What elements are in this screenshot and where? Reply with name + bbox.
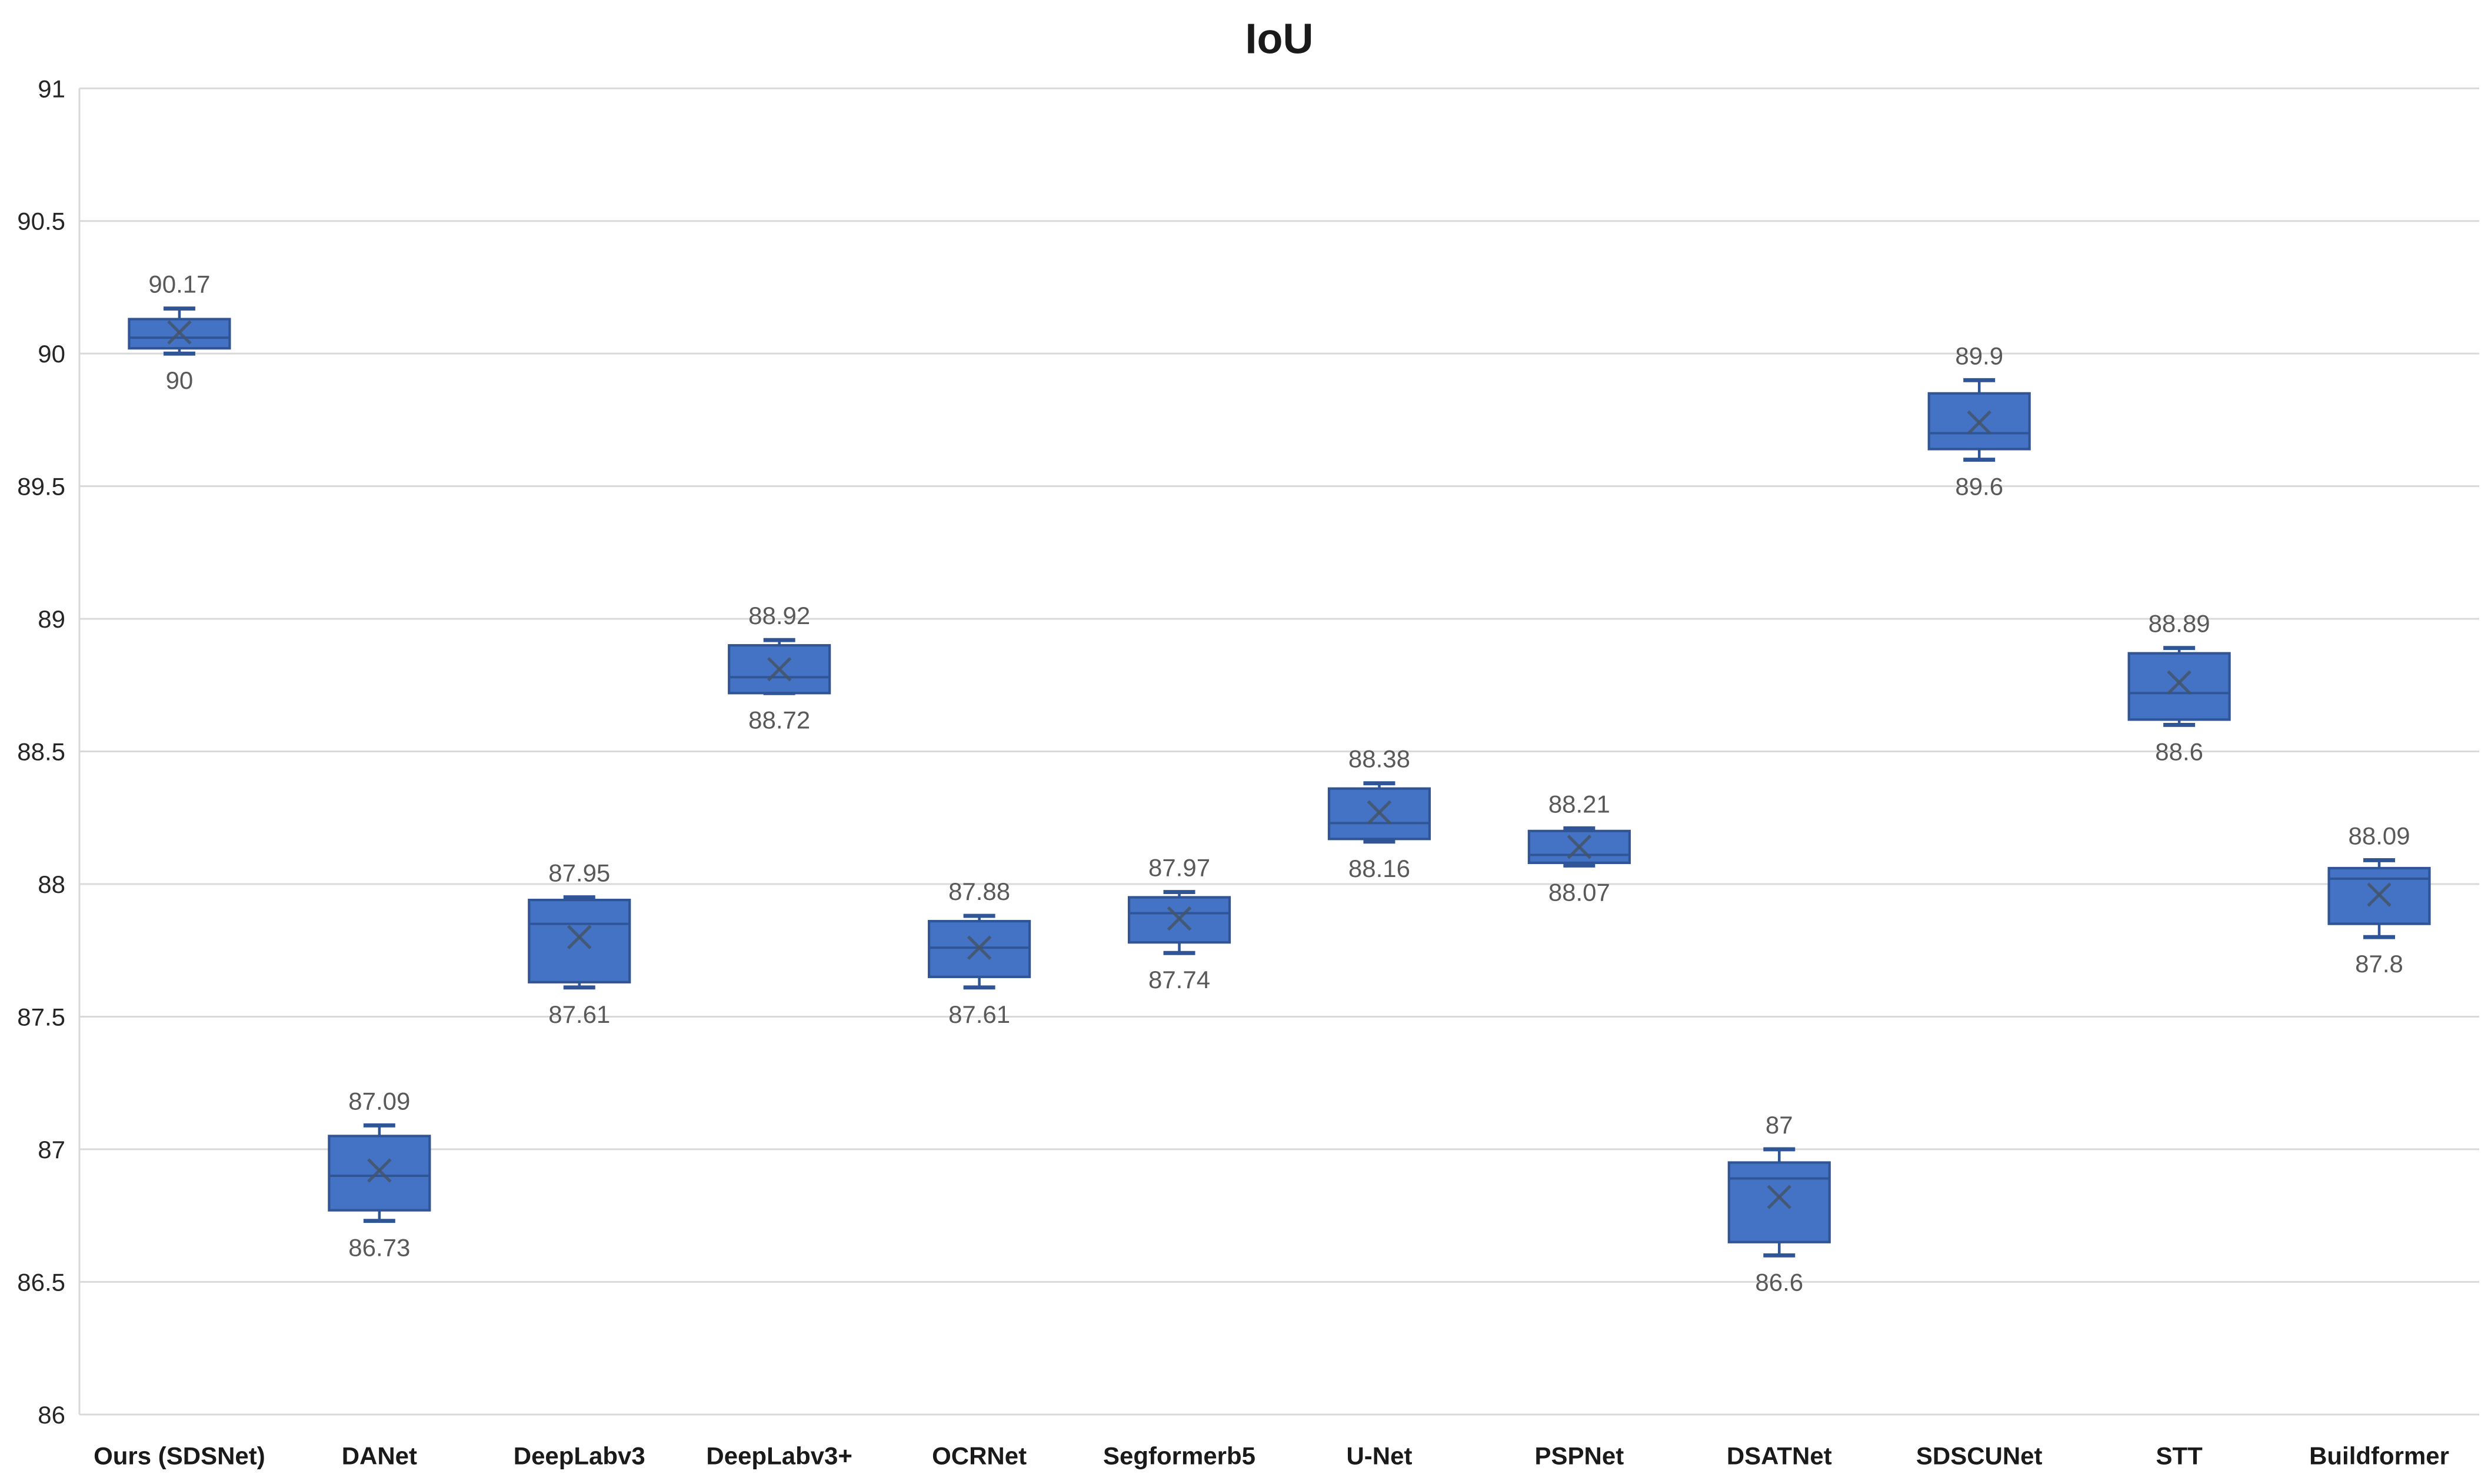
box-rect: [1327, 787, 1431, 841]
mean-marker: [767, 657, 792, 682]
box-group-deeplabv3: 87.95 87.61 DeepLabv3: [514, 859, 645, 1470]
gridlines: [78, 87, 2480, 1416]
box-group-dsatnet: 87 86.6 DSATNet: [1727, 1111, 1832, 1470]
min-value-label: 86.73: [348, 1234, 410, 1262]
min-value-label: 88.72: [748, 706, 810, 733]
mean-marker: [1367, 800, 1392, 825]
mean-marker: [167, 320, 192, 345]
y-tick-label: 89.5: [17, 473, 65, 501]
x-category-label: STT: [2156, 1442, 2203, 1470]
x-category-label: PSPNet: [1535, 1442, 1624, 1470]
y-tick-label: 86: [38, 1401, 65, 1429]
mean-marker: [1567, 835, 1592, 859]
max-value-label: 88.09: [2349, 822, 2410, 849]
box-rect: [1727, 1161, 1831, 1243]
box-group-stt: 88.89 88.6 STT: [2127, 610, 2231, 1470]
max-value-label: 87: [1766, 1111, 1793, 1139]
max-value-label: 89.9: [1955, 342, 2003, 369]
mean-marker: [1767, 1185, 1791, 1209]
max-value-label: 87.97: [1148, 854, 1210, 882]
x-category-label: DeepLabv3+: [706, 1442, 852, 1470]
box-rect: [2127, 652, 2231, 721]
max-value-label: 87.09: [348, 1087, 410, 1115]
y-tick-label: 86.5: [17, 1268, 65, 1296]
box-group-pspnet: 88.21 88.07 PSPNet: [1527, 790, 1631, 1470]
box-rect: [528, 898, 631, 983]
y-axis-labels: 91 90.5 90 89.5 89 88.5 88 87.5 87 86.5 86: [17, 75, 65, 1429]
y-tick-label: 90: [38, 340, 65, 368]
box-group-u-net: 88.38 88.16 U-Net: [1327, 745, 1431, 1470]
min-value-label: 87.74: [1148, 966, 1210, 993]
min-value-label: 87.8: [2355, 950, 2403, 978]
min-value-label: 88.6: [2155, 738, 2203, 765]
min-value-label: 90: [166, 366, 194, 394]
y-tick-label: 89: [38, 605, 65, 633]
x-category-label: Segformerb5: [1103, 1442, 1255, 1470]
box-group-deeplabv3: 88.92 88.72 DeepLabv3+: [706, 602, 852, 1470]
max-value-label: 88.89: [2149, 610, 2210, 638]
y-tick-label: 88.5: [17, 738, 65, 766]
mean-marker: [1967, 410, 1991, 435]
box-group-sdscunet: 89.9 89.6 SDSCUNet: [1916, 342, 2043, 1469]
box-group-ours-sdsnet: 90.17 90 Ours (SDSNet): [94, 271, 265, 1470]
x-category-label: OCRNet: [932, 1442, 1027, 1470]
max-value-label: 87.88: [948, 878, 1010, 905]
y-tick-label: 90.5: [17, 208, 65, 235]
max-value-label: 88.38: [1348, 745, 1410, 773]
min-value-label: 87.61: [548, 1001, 610, 1028]
x-category-label: U-Net: [1346, 1442, 1412, 1470]
mean-marker: [2167, 670, 2191, 695]
chart-title: IoU: [1245, 15, 1314, 62]
min-value-label: 88.16: [1348, 855, 1410, 882]
min-value-label: 89.6: [1955, 473, 2003, 501]
x-category-label: DeepLabv3: [514, 1442, 645, 1470]
max-value-label: 88.92: [748, 602, 810, 629]
x-category-label: Buildformer: [2309, 1442, 2449, 1470]
x-category-label: Ours (SDSNet): [94, 1442, 265, 1470]
x-category-label: SDSCUNet: [1916, 1442, 2043, 1470]
y-tick-label: 88: [38, 871, 65, 898]
box-group-segformerb5: 87.97 87.74 Segformerb5: [1103, 854, 1255, 1470]
mean-marker: [967, 935, 992, 960]
y-tick-label: 91: [38, 75, 65, 102]
mean-marker: [367, 1158, 392, 1183]
y-tick-label: 87.5: [17, 1003, 65, 1031]
box-rect: [928, 920, 1031, 978]
max-value-label: 90.17: [148, 271, 210, 298]
mean-marker: [2367, 882, 2392, 907]
box-rect: [1927, 392, 2031, 451]
box-rect: [328, 1135, 431, 1212]
max-value-label: 88.21: [1548, 790, 1610, 818]
x-category-label: DSATNet: [1727, 1442, 1832, 1470]
box-group-danet: 87.09 86.73 DANet: [328, 1087, 431, 1470]
y-tick-label: 87: [38, 1136, 65, 1163]
max-value-label: 87.95: [548, 859, 610, 887]
min-value-label: 87.61: [948, 1001, 1010, 1028]
mean-marker: [1167, 906, 1192, 931]
min-value-label: 86.6: [1755, 1268, 1803, 1296]
box-group-buildformer: 88.09 87.8 Buildformer: [2309, 822, 2449, 1469]
box-group-ocrnet: 87.88 87.61 OCRNet: [928, 878, 1031, 1470]
min-value-label: 88.07: [1548, 878, 1610, 906]
x-category-label: DANet: [342, 1442, 417, 1470]
mean-marker: [567, 925, 592, 949]
